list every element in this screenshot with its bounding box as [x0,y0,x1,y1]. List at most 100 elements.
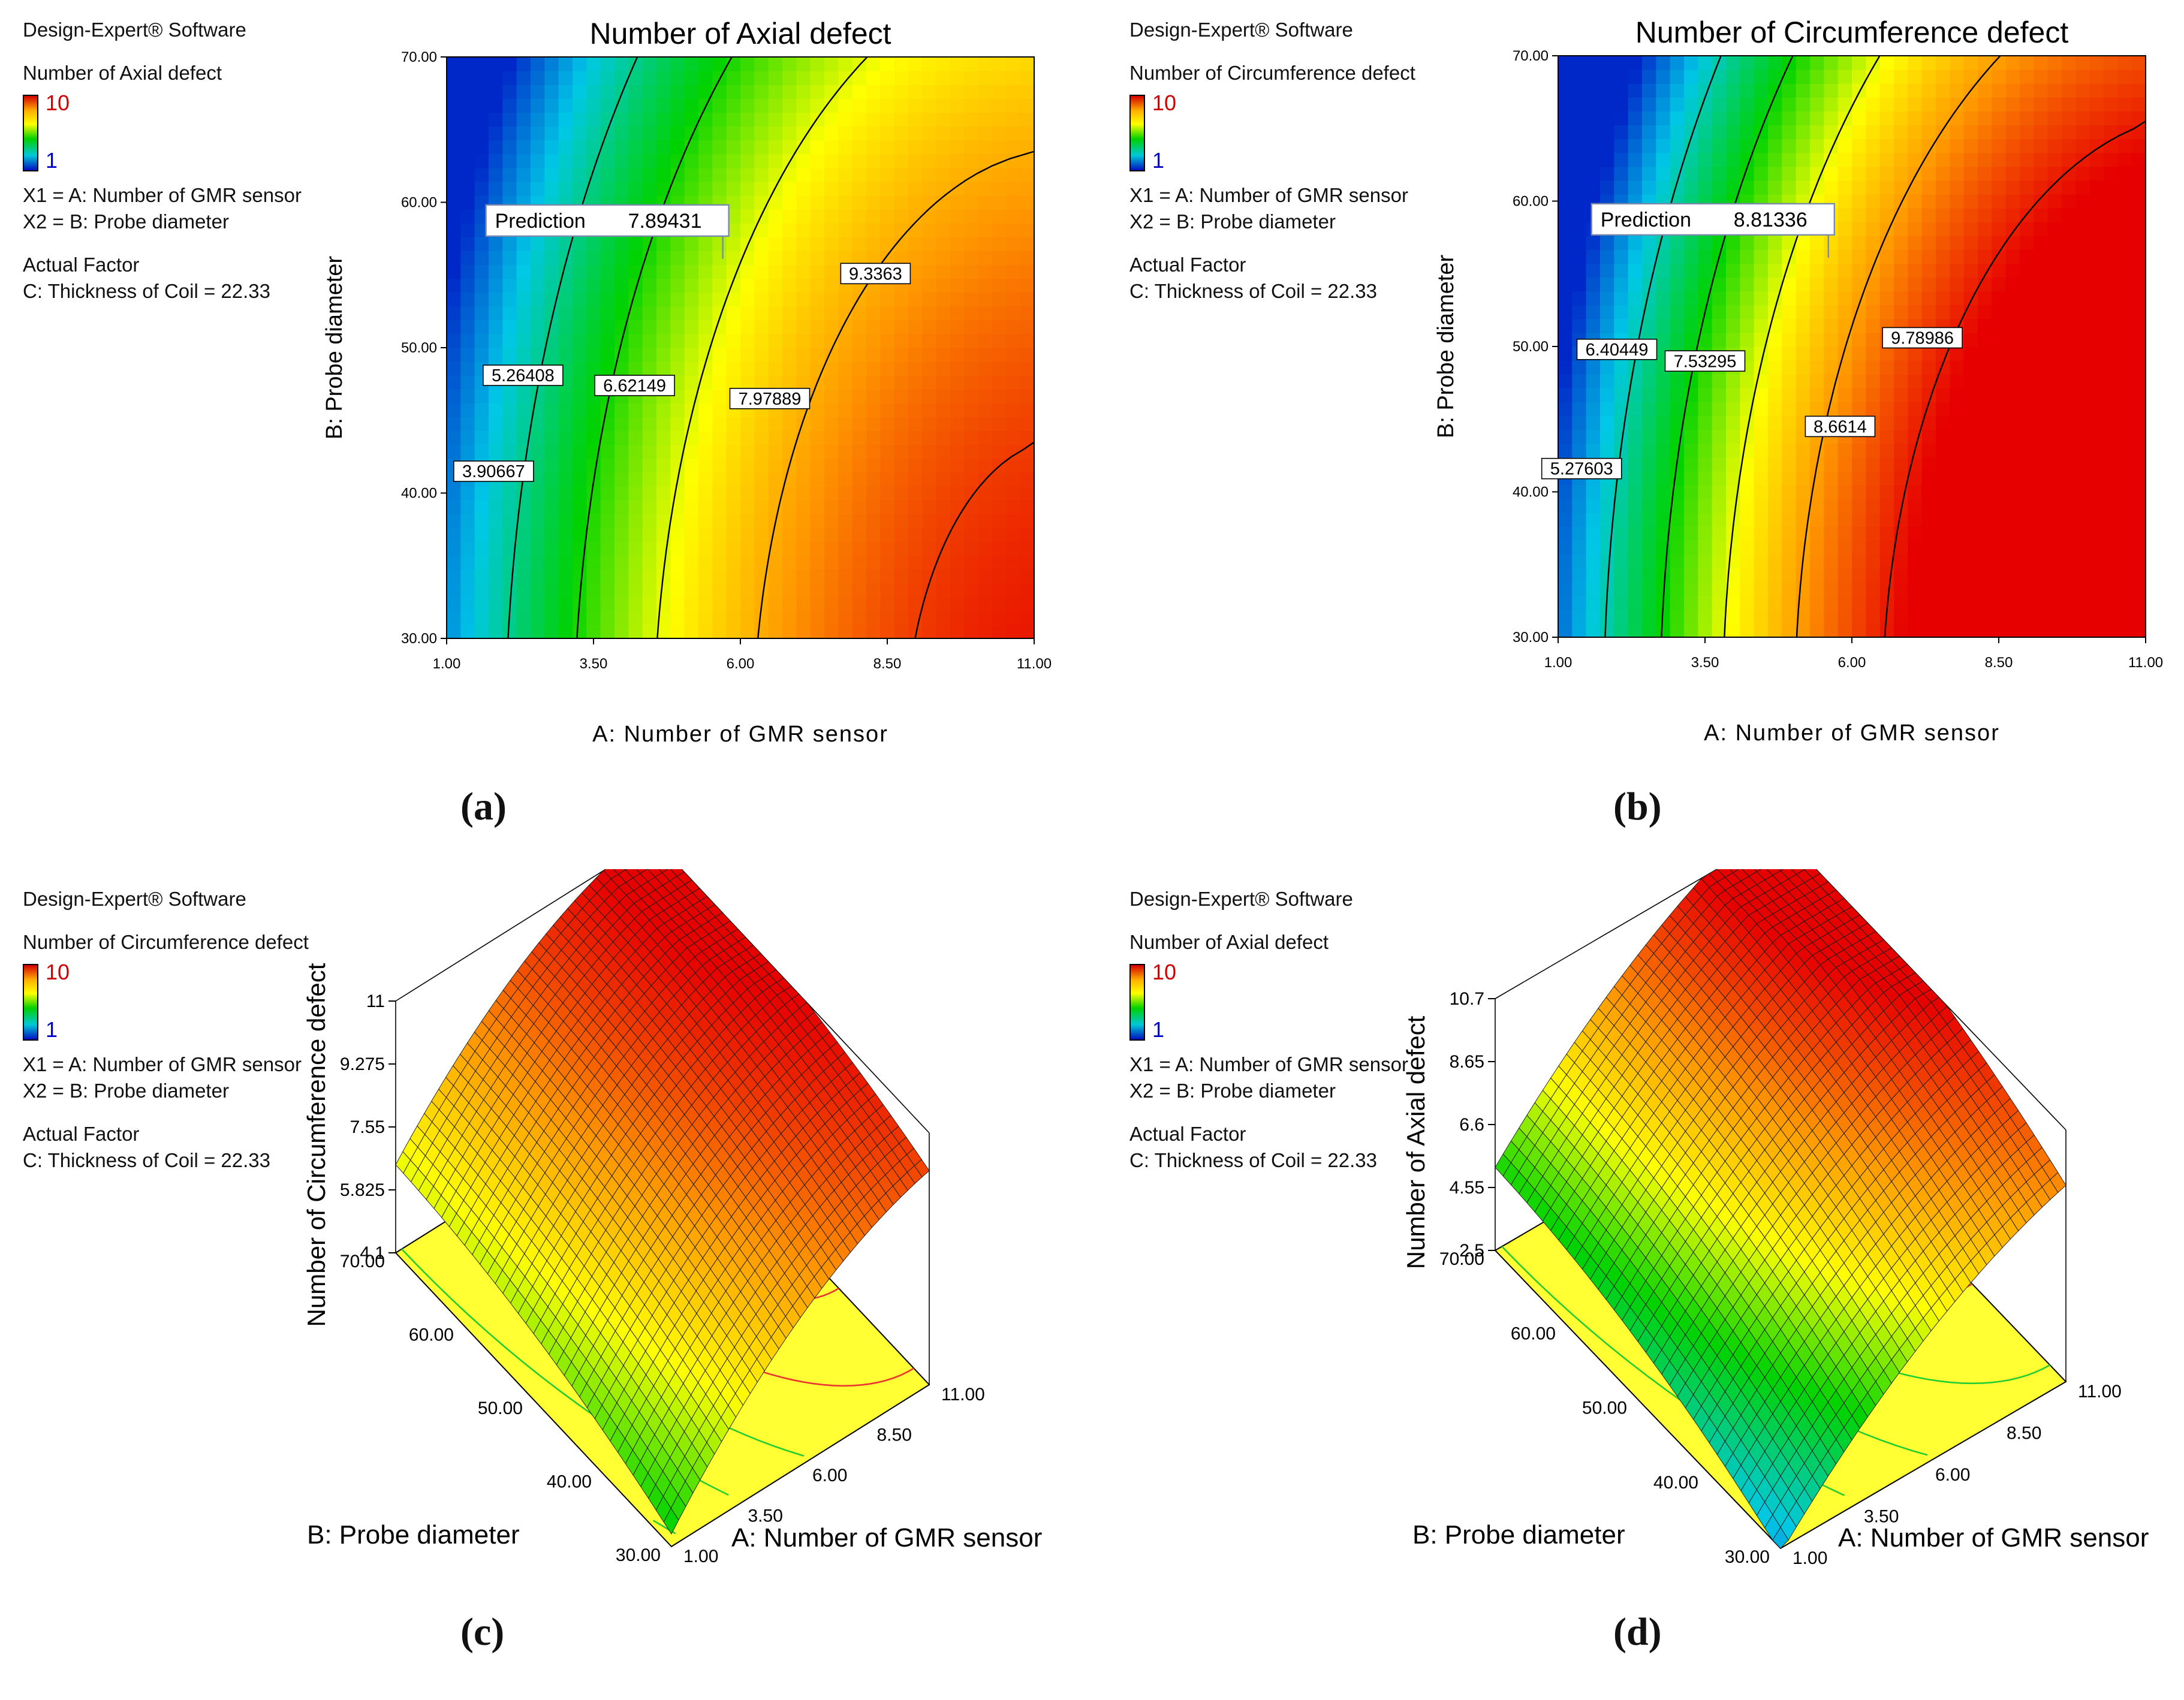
heatmap-cell [1852,236,1866,250]
heatmap-cell [544,182,559,196]
heatmap-cell [894,625,909,639]
heatmap-cell [908,597,923,611]
heatmap-cell [573,237,587,251]
heatmap-cell [796,541,811,556]
heatmap-cell [1656,333,1670,347]
heatmap-cell [559,459,573,473]
heatmap-cell [992,112,1007,126]
heatmap-cell [1950,457,1964,472]
heatmap-cell [1642,83,1656,98]
heatmap-cell [824,514,839,528]
heatmap-cell [1866,513,1880,527]
heatmap-cell [936,375,951,390]
heatmap-cell [740,555,755,569]
heatmap-cell [614,112,629,126]
heatmap-cell [1712,291,1727,306]
heatmap-cell [475,182,489,196]
heatmap-cell [1810,623,1824,638]
heatmap-cell [1586,582,1601,596]
heatmap-cell [2048,623,2062,638]
heatmap-cell [2048,402,2062,416]
heatmap-cell [838,195,852,210]
heatmap-cell [1866,83,1880,98]
heatmap-cell [1866,125,1880,139]
heatmap-cell [1852,540,1866,554]
heatmap-cell [1712,430,1727,444]
heatmap-cell [2062,360,2076,375]
heatmap-cell [1614,139,1628,153]
heatmap-cell [866,320,881,334]
heatmap-cell [2117,554,2132,568]
heatmap-cell [1006,417,1020,431]
heatmap-cell [992,472,1007,487]
heatmap-cell [1572,70,1586,84]
heatmap-cell [1922,596,1936,610]
heatmap-cell [1740,513,1754,527]
heatmap-cell [964,445,978,459]
heatmap-cell [1600,139,1614,153]
heatmap-cell [447,514,461,528]
heatmap-cell [978,514,993,528]
heatmap-cell [1558,444,1573,458]
heatmap-cell [2034,540,2048,554]
heatmap-cell [628,112,643,126]
heatmap-cell [1824,153,1838,167]
y-tick-label: 30.00 [616,1545,661,1565]
heatmap-cell [559,71,573,85]
y-tick-label: 60.00 [401,195,437,211]
heatmap-cell [1726,97,1740,111]
heatmap-cell [614,625,629,639]
heatmap-cell [1726,56,1740,70]
heatmap-cell [1586,623,1601,638]
heatmap-cell [824,625,839,639]
heatmap-cell [447,500,461,514]
heatmap-cell [1656,499,1670,513]
heatmap-cell [1908,291,1922,306]
heatmap-cell [852,583,867,598]
heatmap-cell [2062,485,2076,499]
heatmap-cell [838,611,852,625]
heatmap-cell [628,348,643,362]
heatmap-cell [1964,610,1978,624]
heatmap-cell [1558,305,1573,319]
heatmap-cell [628,126,643,140]
heatmap-cell [2090,236,2104,250]
heatmap-cell [1698,499,1712,513]
heatmap-cell [1628,70,1643,84]
heatmap-cell [685,472,699,487]
heatmap-cell [1614,111,1628,125]
heatmap-cell [1656,278,1670,292]
heatmap-cell [1908,111,1922,125]
heatmap-cell [460,195,475,210]
heatmap-cell [866,625,881,639]
heatmap-cell [866,528,881,542]
heatmap-cell [2090,167,2104,181]
heatmap-cell [1768,374,1782,388]
heatmap-cell [727,417,741,431]
heatmap-cell [2034,291,2048,306]
heatmap-cell [544,611,559,625]
heatmap-cell [838,500,852,514]
heatmap-cell [978,569,993,584]
heatmap-cell [712,98,727,113]
heatmap-cell [1572,513,1586,527]
heatmap-cell [1726,278,1740,292]
heatmap-cell [614,306,629,321]
heatmap-cell [852,459,867,473]
heatmap-cell [894,445,909,459]
heatmap-cell [1894,125,1908,139]
heatmap-cell [811,625,825,639]
heatmap-cell [727,85,741,99]
heatmap-cell [1558,346,1573,361]
heatmap-cell [838,541,852,556]
heatmap-cell [922,348,936,362]
heatmap-cell [894,223,909,237]
heatmap-cell [670,334,685,348]
heatmap-cell [1880,526,1894,541]
heatmap-cell [685,417,699,431]
heatmap-cell [936,431,951,445]
heatmap-cell [1978,540,1992,554]
z-tick-label: 11 [366,991,385,1011]
heatmap-cell [1754,153,1769,167]
heatmap-cell [1628,526,1643,541]
